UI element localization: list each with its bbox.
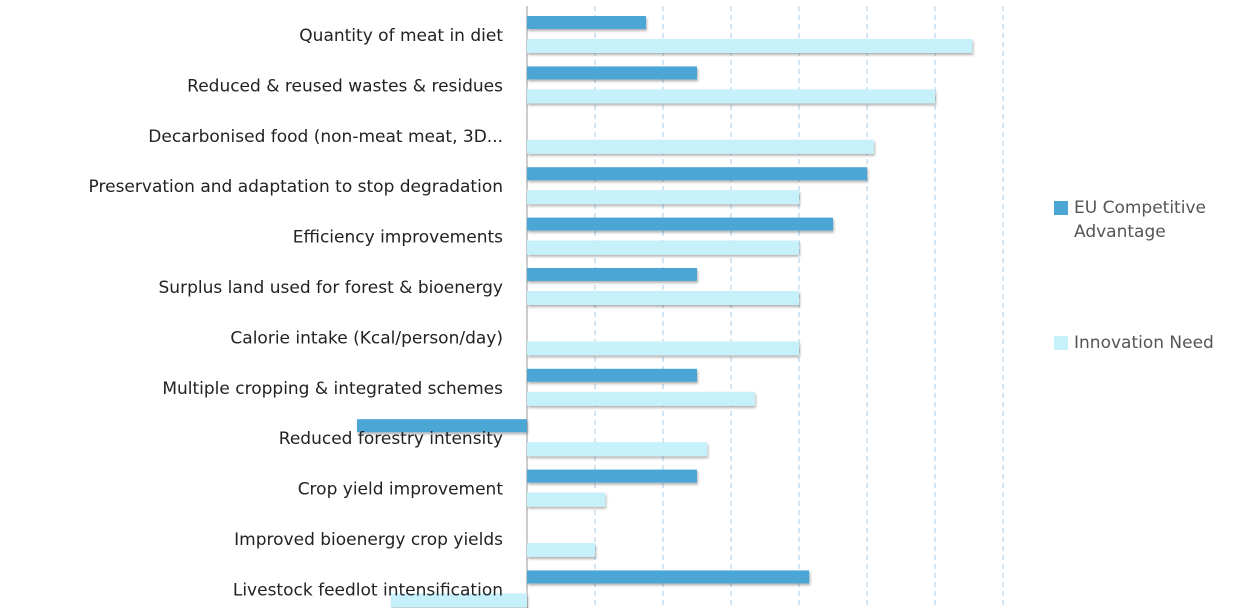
bar (527, 570, 810, 584)
bar (527, 139, 874, 154)
legend-swatch (1054, 201, 1068, 215)
bar (527, 89, 935, 104)
y-tick-label: Multiple cropping & integrated schemes (162, 379, 503, 399)
bar (527, 66, 697, 80)
legend-item: EU Competitive Advantage (1054, 196, 1249, 244)
bar (357, 419, 527, 433)
bar (527, 391, 755, 406)
bar (527, 291, 799, 305)
bar (527, 268, 697, 281)
bar (527, 368, 697, 382)
bar (527, 190, 799, 205)
bar (527, 217, 833, 231)
y-tick-label: Quantity of meat in diet (299, 26, 503, 46)
bar (527, 469, 697, 483)
legend-swatch (1054, 336, 1068, 350)
bar (391, 593, 527, 608)
y-tick-label: Livestock feedlot intensification (233, 580, 503, 600)
y-tick-label: Decarbonised food (non-meat meat, 3D... (148, 127, 503, 147)
y-tick-label: Improved bioenergy crop yields (234, 530, 503, 550)
bar (527, 492, 606, 507)
y-tick-label: Surplus land used for forest & bioenergy (159, 278, 503, 298)
bar (527, 16, 646, 29)
y-tick-label: Reduced forestry intensity (279, 429, 503, 449)
bar (527, 341, 799, 356)
bar (527, 39, 973, 53)
y-tick-label: Efficiency improvements (293, 228, 503, 248)
legend-label: Innovation Need (1074, 333, 1214, 353)
bar (527, 167, 867, 181)
bar (527, 240, 799, 255)
y-tick-label: Crop yield improvement (298, 480, 504, 500)
y-tick-label: Preservation and adaptation to stop degr… (89, 177, 503, 197)
bar (527, 442, 708, 457)
bar (527, 543, 595, 557)
y-tick-label: Calorie intake (Kcal/person/day) (230, 328, 503, 348)
legend-item: Innovation Need (1054, 331, 1249, 355)
legend-label: EU Competitive Advantage (1074, 198, 1206, 242)
y-tick-label: Reduced & reused wastes & residues (187, 76, 503, 96)
